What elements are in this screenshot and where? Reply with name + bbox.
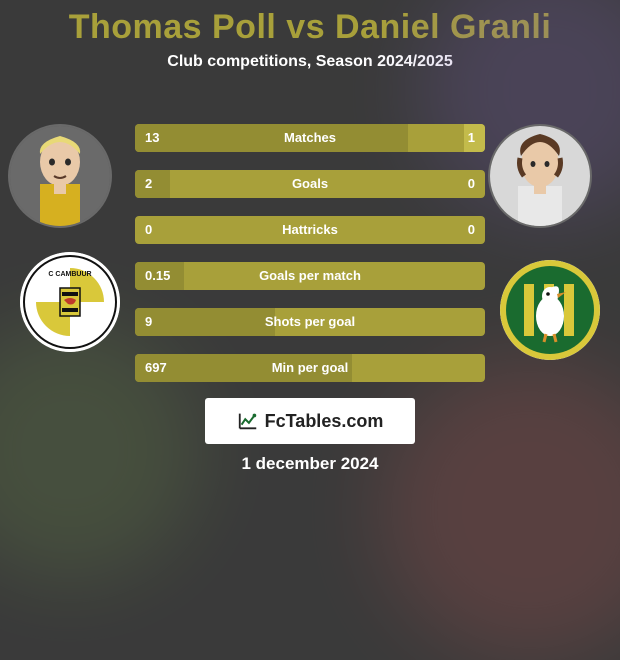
player-right-club-badge <box>500 260 600 360</box>
stat-row: 9Shots per goal <box>135 308 485 336</box>
stat-row: 00Hattricks <box>135 216 485 244</box>
stat-label: Hattricks <box>135 216 485 244</box>
player-right-avatar <box>488 124 592 228</box>
brand-logo-box: FcTables.com <box>205 398 415 444</box>
stat-label: Goals <box>135 170 485 198</box>
brand-name: FcTables.com <box>265 411 384 432</box>
comparison-card: Thomas Poll vs Daniel Granli Club compet… <box>0 0 620 580</box>
stat-label: Shots per goal <box>135 308 485 336</box>
stat-row: 697Min per goal <box>135 354 485 382</box>
stat-label: Min per goal <box>135 354 485 382</box>
stat-row: 131Matches <box>135 124 485 152</box>
chart-line-icon <box>237 410 259 432</box>
player-left-club-badge: C CAMBUUR <box>20 252 120 352</box>
stat-label: Matches <box>135 124 485 152</box>
stat-label: Goals per match <box>135 262 485 290</box>
background-blob <box>380 360 620 660</box>
player-left-avatar <box>8 124 112 228</box>
date-text: 1 december 2024 <box>0 454 620 474</box>
stats-area: 131Matches 20Goals 00Hattricks 0.15Goals pe… <box>135 124 485 400</box>
svg-text:C CAMBUUR: C CAMBUUR <box>48 271 91 278</box>
stat-row: 0.15Goals per match <box>135 262 485 290</box>
stat-row: 20Goals <box>135 170 485 198</box>
